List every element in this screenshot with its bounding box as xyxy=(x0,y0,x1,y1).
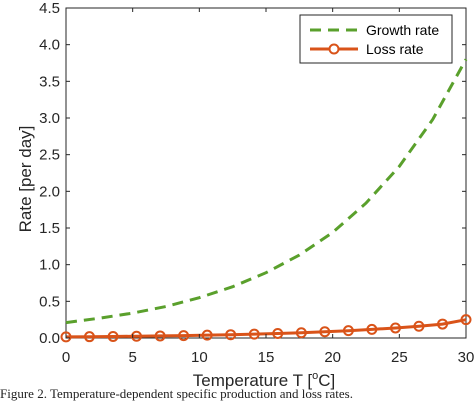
data-point-loss-rate xyxy=(366,323,378,335)
data-point-loss-rate xyxy=(83,331,95,343)
legend-label: Growth rate xyxy=(366,22,439,38)
x-tick-label: 30 xyxy=(458,349,474,366)
data-point-loss-rate xyxy=(295,327,307,339)
data-point-loss-rate xyxy=(342,325,354,337)
series-line-growth-rate xyxy=(65,58,468,325)
y-tick-label: 2.5 xyxy=(39,147,60,164)
legend-label: Loss rate xyxy=(366,41,424,57)
y-tick-label: 4.0 xyxy=(39,37,60,54)
y-tick-label: 1.5 xyxy=(39,220,60,237)
y-tick-label: 3.0 xyxy=(39,110,60,127)
x-tick-label: 20 xyxy=(324,349,341,366)
y-tick-label: 3.5 xyxy=(39,73,60,90)
x-tick-label: 25 xyxy=(391,349,408,366)
x-tick-label: 15 xyxy=(258,349,275,366)
x-tick-label: 0 xyxy=(62,349,70,366)
data-point-loss-rate xyxy=(201,329,213,341)
axis-ticks: 0 5 10 15 20 25 30 0.0 0.5 1.0 1.5 2.0 2.5 3.0 3.5 4.0 4… xyxy=(39,0,474,366)
y-tick-label: 2.0 xyxy=(39,183,60,200)
y-tick-label: 1.0 xyxy=(39,257,60,274)
data-point-loss-rate xyxy=(107,330,119,342)
data-point-loss-rate xyxy=(437,318,449,330)
x-axis-title: Temperature T [oC] xyxy=(193,370,336,390)
y-tick-label: 0.0 xyxy=(39,330,60,347)
x-tick-label: 5 xyxy=(128,349,136,366)
y-axis-title: Rate [per day] xyxy=(16,126,35,233)
legend-box xyxy=(299,14,453,64)
data-point-loss-rate xyxy=(389,322,401,334)
x-tick-label: 10 xyxy=(191,349,208,366)
legend: Growth rate Loss rate xyxy=(299,14,453,64)
data-point-loss-rate xyxy=(248,328,260,340)
y-tick-label: 0.5 xyxy=(39,293,60,310)
data-point-loss-rate xyxy=(60,331,72,343)
data-point-loss-rate xyxy=(225,329,237,341)
data-point-loss-rate xyxy=(272,327,284,339)
data-point-loss-rate xyxy=(460,314,472,326)
data-point-loss-rate xyxy=(131,330,143,342)
data-point-loss-rate xyxy=(413,320,425,332)
data-point-loss-rate xyxy=(154,330,166,342)
y-tick-label: 4.5 xyxy=(39,0,60,17)
data-point-loss-rate xyxy=(178,330,190,342)
legend-marker-loss-rate xyxy=(328,43,340,55)
figure-caption: Figure 2. Temperature-dependent specific… xyxy=(0,386,353,401)
data-point-loss-rate xyxy=(319,326,331,338)
